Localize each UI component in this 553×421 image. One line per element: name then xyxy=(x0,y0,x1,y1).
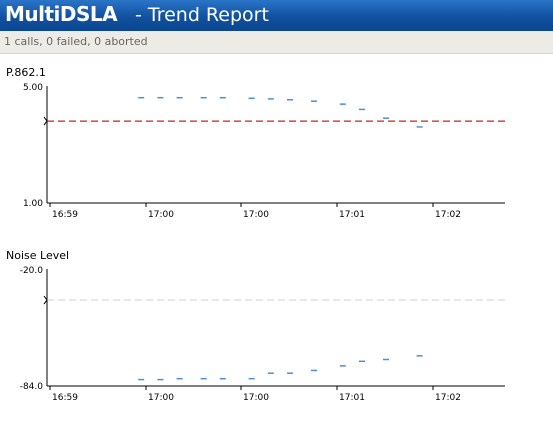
x-tick-time: 17:01 xyxy=(339,210,365,220)
x-tick-time: 17:01 xyxy=(339,393,365,403)
status-bar: 1 calls, 0 failed, 0 aborted xyxy=(0,31,553,54)
y-tick-label: -84.0 xyxy=(20,382,44,392)
axis-break-marker xyxy=(43,116,48,126)
chart-title: Noise Level xyxy=(6,249,69,262)
y-tick-label: 5.00 xyxy=(23,83,43,93)
title-bar: MultiDSLA - Trend Report xyxy=(0,0,553,31)
x-tick-time: 17:00 xyxy=(243,393,269,403)
app-brand: MultiDSLA xyxy=(5,2,118,26)
x-tick-time: 17:02 xyxy=(435,210,461,220)
x-tick-time: 16:59 xyxy=(52,210,78,220)
axis-break-marker xyxy=(43,295,48,305)
x-tick-time: 16:59 xyxy=(52,393,78,403)
noise-level-chart: Noise Level-20.0-84.016:5921 Aug17:0021 … xyxy=(6,249,505,403)
x-tick-time: 17:00 xyxy=(243,210,269,220)
x-tick-time: 17:02 xyxy=(435,393,461,403)
y-tick-label: -20.0 xyxy=(20,266,44,276)
chart-title: P.862.1 xyxy=(6,66,46,79)
x-tick-time: 17:00 xyxy=(148,210,174,220)
call-summary: 1 calls, 0 failed, 0 aborted xyxy=(4,35,148,48)
y-tick-label: 1.00 xyxy=(23,199,43,209)
report-title: - Trend Report xyxy=(135,4,269,26)
x-tick-time: 17:00 xyxy=(148,393,174,403)
